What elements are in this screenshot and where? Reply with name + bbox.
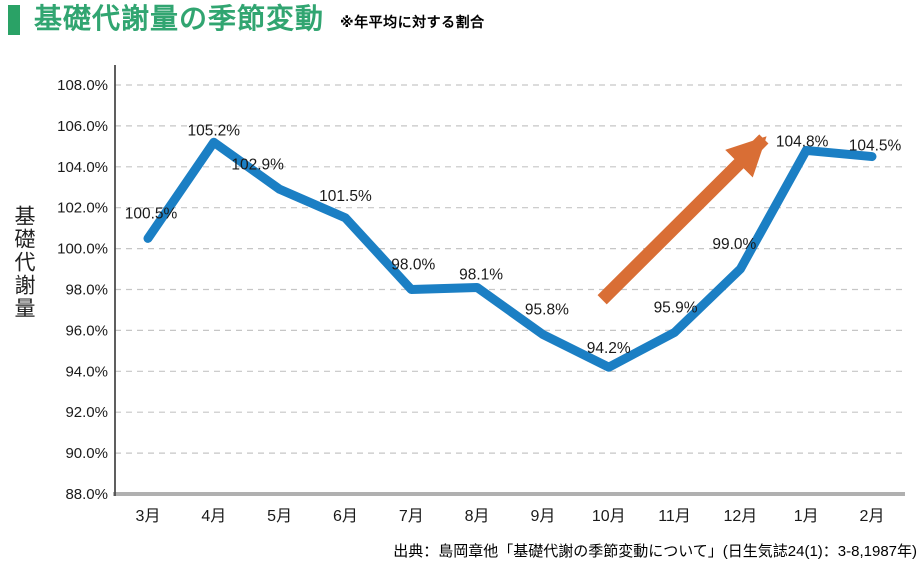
x-tick-label: 6月 (333, 508, 358, 525)
data-label: 104.5% (849, 138, 902, 155)
data-label: 99.0% (712, 236, 756, 253)
y-tick-label: 102.0% (57, 200, 108, 217)
x-tick-label: 4月 (201, 508, 226, 525)
source-citation: 出典：島岡章他「基礎代謝の季節変動について」(日生気誌24(1)：3-8,198… (393, 543, 917, 560)
y-tick-label: 94.0% (65, 363, 108, 380)
y-tick-label: 92.0% (65, 404, 108, 421)
x-tick-label: 8月 (465, 508, 490, 525)
data-label: 95.8% (525, 301, 569, 318)
y-tick-label: 90.0% (65, 445, 108, 462)
x-tick-label: 2月 (860, 508, 885, 525)
data-line (143, 137, 877, 372)
data-label: 102.9% (231, 156, 284, 173)
y-tick-label: 100.0% (57, 241, 108, 258)
y-tick-label: 96.0% (65, 322, 108, 339)
chart-header: 基礎代謝量の季節変動 ※年平均に対する割合 (8, 3, 485, 35)
x-tick-label: 7月 (399, 508, 424, 525)
chart-title: 基礎代謝量の季節変動 (34, 3, 325, 34)
y-tick-label: 104.0% (57, 159, 108, 176)
data-label: 94.2% (587, 340, 631, 357)
y-tick-label: 108.0% (57, 77, 108, 94)
data-label: 100.5% (125, 205, 178, 222)
data-label: 104.8% (776, 133, 829, 150)
data-label: 98.1% (459, 266, 503, 283)
data-label: 101.5% (319, 188, 372, 205)
data-label: 98.0% (391, 257, 435, 274)
y-axis-title: 基礎代謝量 (12, 205, 35, 320)
y-tick-label: 106.0% (57, 118, 108, 135)
y-tick-label: 88.0% (65, 486, 108, 503)
x-tick-label: 3月 (136, 508, 161, 525)
y-tick-label: 98.0% (65, 282, 108, 299)
x-tick-label: 1月 (794, 508, 819, 525)
title-accent-bar (8, 5, 20, 35)
x-tick-label: 10月 (592, 508, 626, 525)
x-tick-label: 9月 (530, 508, 555, 525)
x-tick-label: 11月 (658, 508, 691, 525)
chart-subtitle: ※年平均に対する割合 (340, 14, 485, 30)
trend-arrow (597, 134, 769, 305)
x-tick-label: 5月 (267, 508, 292, 525)
data-label: 95.9% (654, 299, 698, 316)
x-tick-label: 12月 (723, 508, 757, 525)
data-label: 105.2% (188, 122, 241, 139)
